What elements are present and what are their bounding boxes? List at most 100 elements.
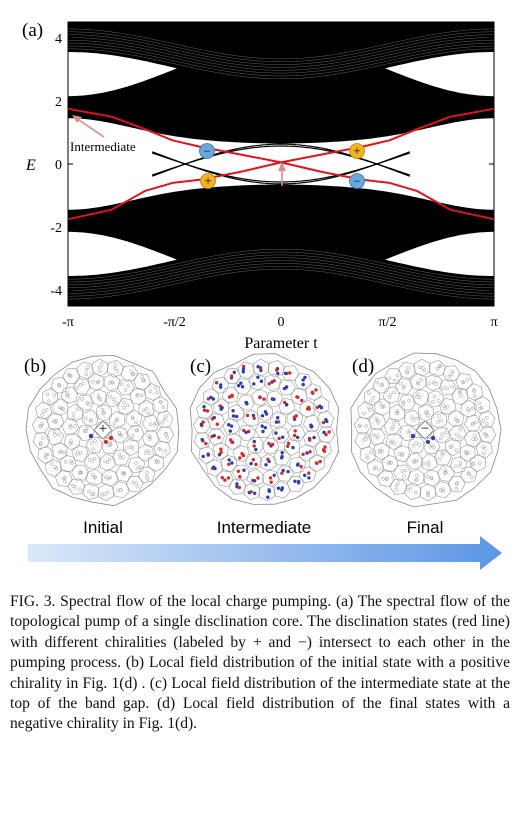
field-dot xyxy=(426,440,430,444)
tiling-cell xyxy=(393,464,412,481)
site-circle xyxy=(399,381,403,386)
field-dot xyxy=(249,490,253,494)
site-circle xyxy=(425,475,430,479)
field-dot xyxy=(256,365,260,369)
site-circle xyxy=(130,446,135,450)
site-circle xyxy=(119,488,123,492)
site-circle xyxy=(437,414,441,418)
tiling-cell xyxy=(141,430,160,447)
tiling-cell xyxy=(447,476,466,492)
site-circle xyxy=(471,461,475,466)
site-circle xyxy=(134,481,138,485)
site-circle xyxy=(105,460,110,465)
annotation-intermediate: Intermediate xyxy=(70,139,136,154)
panel-b-label: (b) xyxy=(24,356,46,377)
site-circle xyxy=(401,402,406,406)
bulk-band-lower xyxy=(68,184,494,286)
tiling-cell xyxy=(85,437,104,453)
site-circle xyxy=(98,365,102,370)
tiling-cell xyxy=(433,449,452,466)
site-circle xyxy=(135,392,140,397)
tiling-cell xyxy=(459,443,476,462)
field-dot xyxy=(319,405,324,410)
site-circle xyxy=(89,419,93,423)
tiling-cell xyxy=(262,469,279,487)
tiling-cell xyxy=(261,437,280,455)
site-circle xyxy=(444,470,448,475)
site-circle xyxy=(143,451,148,455)
site-circle xyxy=(372,466,377,471)
site-circle xyxy=(145,448,149,453)
tiling-cell xyxy=(211,376,230,394)
tiling-cell xyxy=(222,418,241,435)
field-dot xyxy=(275,368,279,372)
site-circle xyxy=(73,485,77,489)
site-circle xyxy=(139,393,144,398)
field-dot xyxy=(305,451,309,455)
tiling-cell xyxy=(265,390,284,408)
gap-state xyxy=(152,145,410,176)
site-circle xyxy=(375,380,380,385)
tiling-cell xyxy=(398,394,417,411)
site-circle xyxy=(105,490,110,495)
tiling-cell xyxy=(286,409,304,428)
tiling-cell xyxy=(32,432,51,449)
band-texture xyxy=(68,254,494,286)
field-dot xyxy=(199,422,204,426)
tiling-cell xyxy=(55,470,73,487)
site-circle xyxy=(482,431,487,436)
tiling-cell xyxy=(288,456,307,474)
site-circle xyxy=(390,439,394,444)
field-dot xyxy=(309,423,313,427)
site-circle xyxy=(73,424,77,428)
field-dot xyxy=(322,449,327,453)
tiling-cell xyxy=(451,387,469,406)
bulk-bands xyxy=(68,22,494,306)
field-dot xyxy=(296,479,301,484)
site-circle xyxy=(437,399,441,403)
field-dot xyxy=(315,461,319,465)
site-circle xyxy=(164,414,168,418)
disclination-states xyxy=(68,107,494,221)
field-dot xyxy=(260,414,265,418)
tiling-cell xyxy=(389,404,405,422)
band-texture xyxy=(68,263,494,294)
bulk-band-bottom xyxy=(68,244,494,306)
site-circle xyxy=(415,381,420,385)
field-dot xyxy=(232,370,236,374)
tiling-cell xyxy=(220,454,238,473)
tiling-cell xyxy=(156,426,175,443)
band-texture xyxy=(68,45,494,77)
site-circle xyxy=(369,450,373,455)
tiling-cell xyxy=(269,411,287,430)
site-circle xyxy=(415,473,419,478)
tiling-cell xyxy=(313,396,330,415)
tiling-cell xyxy=(354,432,373,449)
tiling-cell xyxy=(389,478,408,495)
initial-arrowhead xyxy=(278,162,286,171)
tiling-cell xyxy=(246,437,265,453)
site-circle xyxy=(473,420,478,425)
site-circle xyxy=(96,396,101,400)
site-circle xyxy=(385,476,389,481)
site-circle xyxy=(148,422,153,426)
site-circle xyxy=(394,484,399,488)
y-tick-label: 2 xyxy=(55,95,62,110)
field-dot xyxy=(269,480,273,484)
field-dot xyxy=(206,453,210,457)
site-circle xyxy=(364,437,368,441)
field-dot xyxy=(245,413,250,418)
site-circle xyxy=(101,411,106,416)
tiling-cell xyxy=(432,426,451,444)
tiling-cell xyxy=(76,394,95,411)
site-circle xyxy=(418,365,422,370)
tiling-cell xyxy=(228,478,247,495)
field-dot xyxy=(277,436,281,441)
tiling-cell xyxy=(213,398,230,417)
field-dot xyxy=(280,488,284,492)
tiling-cell xyxy=(111,449,130,466)
site-circle xyxy=(400,452,405,456)
field-dot xyxy=(205,409,210,413)
field-dot xyxy=(235,482,239,486)
site-circle xyxy=(441,489,445,494)
